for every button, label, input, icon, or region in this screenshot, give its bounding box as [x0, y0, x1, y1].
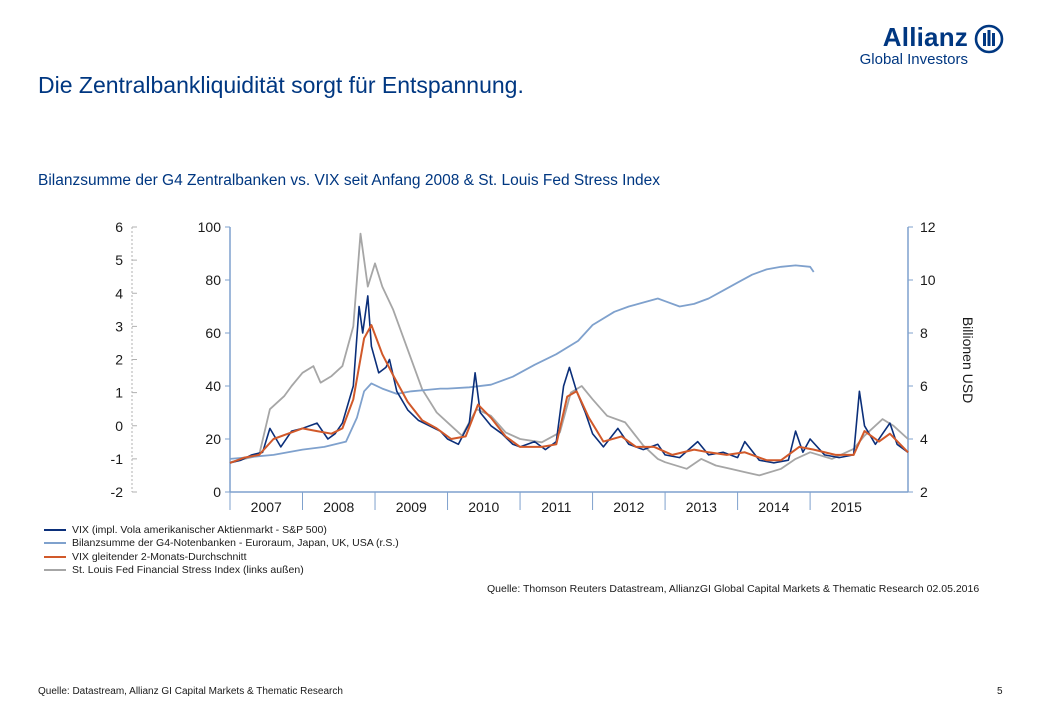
legend-label-balance-sheet: Bilanzsumme der G4-Notenbanken - Eurorau… [72, 537, 399, 550]
x-axis-tick-label: 2015 [831, 499, 862, 515]
legend-item-vix: VIX (impl. Vola amerikanischer Aktienmar… [44, 523, 399, 537]
x-axis-tick-label: 2010 [468, 499, 499, 515]
footer-source: Quelle: Datastream, Allianz GI Capital M… [38, 686, 343, 697]
x-axis-tick-label: 2013 [686, 499, 717, 515]
right-axis-tick-label: 10 [920, 272, 936, 288]
balance-sheet-line [229, 264, 815, 460]
brand-division: Global Investors [859, 51, 968, 68]
vix-line [229, 295, 909, 464]
outer-axis-tick-label: 3 [115, 318, 123, 334]
left-axis-tick-label: 40 [205, 378, 221, 394]
outer-axis-tick-label: -1 [111, 451, 124, 467]
right-axis-tick-label: 4 [920, 431, 928, 447]
right-axis-tick-label: 12 [920, 219, 936, 235]
outer-axis-tick-label: -2 [111, 484, 124, 500]
left-axis-tick-label: 80 [205, 272, 221, 288]
outer-axis-tick-label: 1 [115, 385, 123, 401]
outer-axis-tick-label: 5 [115, 252, 123, 268]
stress-index-line [229, 232, 909, 477]
brand-logo: Allianz Global Investors [860, 22, 1004, 68]
outer-axis-tick-label: 4 [115, 285, 123, 301]
legend-item-vix-average: VIX gleitender 2-Monats-Durchschnitt [44, 550, 399, 564]
chart-subtitle: Bilanzsumme der G4 Zentralbanken vs. VIX… [38, 172, 661, 189]
allianz-eagle-icon [974, 24, 1004, 54]
right-axis-tick-label: 2 [920, 484, 928, 500]
right-axis-tick-label: 8 [920, 325, 928, 341]
legend-label-vix: VIX (impl. Vola amerikanischer Aktienmar… [72, 523, 327, 536]
vix-average-line [229, 324, 909, 464]
x-axis-tick-label: 2014 [758, 499, 789, 515]
legend: VIX (impl. Vola amerikanischer Aktienmar… [44, 523, 399, 577]
legend-item-stress-index: St. Louis Fed Financial Stress Index (li… [44, 564, 399, 578]
series-layer [229, 232, 909, 477]
legend-item-balance-sheet: Bilanzsumme der G4-Notenbanken - Eurorau… [44, 537, 399, 551]
left-axis-tick-label: 100 [198, 219, 222, 235]
page-number: 5 [997, 686, 1003, 697]
legend-swatch-stress-index [44, 569, 66, 572]
outer-axis-tick-label: 2 [115, 352, 123, 368]
left-axis-tick-label: 20 [205, 431, 221, 447]
legend-label-stress-index: St. Louis Fed Financial Stress Index (li… [72, 564, 304, 577]
legend-swatch-vix [44, 528, 66, 531]
axes-layer [131, 226, 913, 510]
legend-swatch-balance-sheet [44, 542, 66, 545]
legend-swatch-vix-average [44, 555, 66, 558]
x-axis-tick-label: 2007 [251, 499, 282, 515]
brand-name: Allianz [882, 22, 968, 52]
x-axis-tick-label: 2009 [396, 499, 427, 515]
outer-axis-tick-label: 6 [115, 219, 123, 235]
outer-axis-tick-label: 0 [115, 418, 123, 434]
legend-label-vix-average: VIX gleitender 2-Monats-Durchschnitt [72, 550, 247, 563]
x-axis-tick-label: 2008 [323, 499, 354, 515]
left-axis-tick-label: 60 [205, 325, 221, 341]
chart-source: Quelle: Thomson Reuters Datastream, Alli… [487, 583, 980, 595]
right-axis-tick-label: 6 [920, 378, 928, 394]
page-title: Die Zentralbankliquidität sorgt für Ents… [38, 72, 524, 98]
x-axis-tick-label: 2012 [613, 499, 644, 515]
left-axis-tick-label: 0 [213, 484, 221, 500]
right-axis-title: Billionen USD [960, 317, 976, 403]
x-axis-tick-label: 2011 [541, 499, 571, 515]
